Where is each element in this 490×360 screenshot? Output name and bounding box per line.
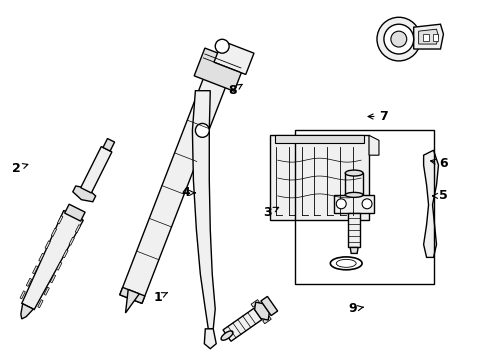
Polygon shape (39, 253, 44, 261)
Polygon shape (75, 225, 81, 233)
Polygon shape (263, 316, 271, 324)
Polygon shape (261, 296, 278, 316)
Polygon shape (275, 135, 364, 143)
Polygon shape (345, 173, 363, 195)
Polygon shape (65, 204, 85, 221)
Polygon shape (57, 216, 63, 224)
Polygon shape (369, 135, 379, 155)
Text: 5: 5 (433, 189, 448, 202)
Polygon shape (214, 41, 254, 75)
Polygon shape (414, 24, 443, 49)
Polygon shape (422, 34, 429, 41)
Polygon shape (120, 287, 145, 303)
Polygon shape (418, 29, 439, 44)
Text: 9: 9 (349, 302, 363, 315)
Polygon shape (251, 300, 260, 307)
Polygon shape (194, 48, 245, 91)
Circle shape (384, 24, 414, 54)
Text: 7: 7 (368, 110, 388, 123)
Polygon shape (223, 308, 262, 341)
Polygon shape (26, 278, 32, 286)
Text: 3: 3 (264, 206, 279, 219)
Polygon shape (433, 34, 439, 41)
Text: 4: 4 (181, 186, 196, 199)
Polygon shape (424, 150, 439, 257)
Ellipse shape (330, 257, 362, 270)
Polygon shape (56, 262, 62, 270)
Circle shape (215, 39, 229, 53)
Polygon shape (348, 213, 360, 247)
Text: 2: 2 (12, 162, 28, 175)
Circle shape (377, 17, 420, 61)
Polygon shape (334, 195, 374, 213)
Polygon shape (69, 237, 74, 245)
Polygon shape (120, 76, 226, 303)
Polygon shape (350, 247, 358, 253)
Polygon shape (51, 228, 57, 236)
Polygon shape (125, 289, 139, 313)
Polygon shape (45, 241, 50, 249)
Polygon shape (32, 266, 38, 274)
Bar (294, 130, 434, 284)
Polygon shape (50, 275, 55, 283)
Polygon shape (193, 91, 215, 329)
Circle shape (336, 199, 346, 209)
Circle shape (362, 199, 372, 209)
Polygon shape (22, 211, 83, 310)
Polygon shape (81, 147, 112, 193)
Polygon shape (21, 304, 33, 319)
Text: 1: 1 (153, 291, 168, 303)
Polygon shape (255, 302, 270, 320)
Ellipse shape (221, 331, 233, 340)
Circle shape (391, 31, 407, 47)
Polygon shape (103, 139, 115, 151)
Ellipse shape (345, 192, 363, 197)
Ellipse shape (345, 170, 363, 176)
Text: 8: 8 (228, 84, 242, 97)
Ellipse shape (336, 260, 356, 267)
Polygon shape (270, 135, 369, 220)
Polygon shape (204, 329, 216, 349)
Polygon shape (63, 250, 68, 258)
Polygon shape (20, 291, 25, 299)
Text: 6: 6 (431, 157, 448, 170)
Polygon shape (44, 287, 49, 295)
Circle shape (196, 123, 209, 137)
Polygon shape (38, 300, 43, 308)
Polygon shape (73, 186, 96, 202)
